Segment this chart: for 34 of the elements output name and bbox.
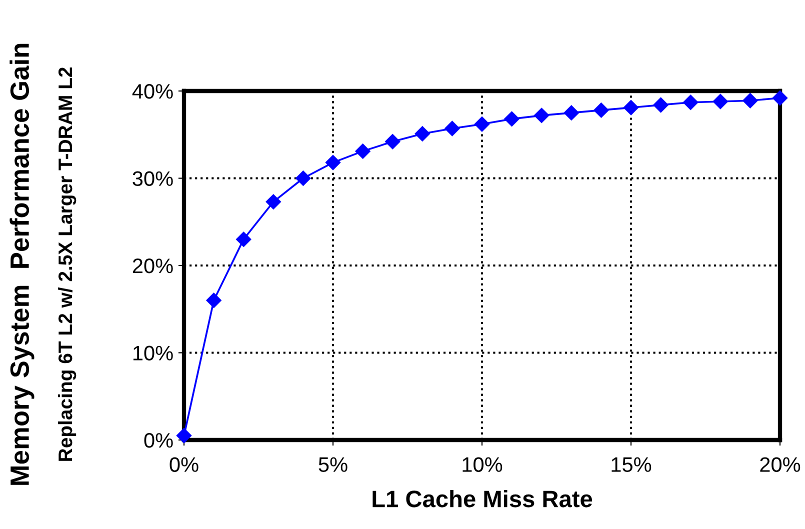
point bbox=[325, 154, 341, 170]
x-tick-label: 0% bbox=[170, 457, 198, 472]
point bbox=[594, 102, 609, 118]
point bbox=[534, 108, 550, 123]
point bbox=[742, 93, 758, 108]
point bbox=[564, 105, 579, 120]
y-tick-label: 30% bbox=[132, 171, 173, 186]
x-tick-label: 5% bbox=[318, 457, 348, 472]
x-axis-title: L1 Cache Miss Rate bbox=[372, 490, 592, 508]
point bbox=[712, 94, 728, 110]
point bbox=[623, 100, 639, 116]
point bbox=[414, 126, 430, 142]
point bbox=[772, 90, 788, 106]
point bbox=[444, 120, 460, 136]
point bbox=[474, 116, 490, 132]
point bbox=[176, 428, 192, 444]
point bbox=[236, 232, 252, 247]
y-tick-label: 20% bbox=[132, 258, 173, 274]
point bbox=[385, 134, 400, 150]
point bbox=[355, 144, 370, 159]
y-tick-label: 10% bbox=[133, 346, 173, 361]
point bbox=[504, 111, 520, 126]
x-tick-label: 15% bbox=[612, 457, 652, 472]
point bbox=[206, 292, 222, 308]
point bbox=[683, 94, 698, 110]
text: Replacing 6T L2 w/ 2.5X Larger T-DRAM L2 bbox=[58, 68, 76, 461]
point bbox=[296, 170, 311, 186]
x-tick-label: 20% bbox=[760, 457, 800, 472]
point bbox=[653, 97, 668, 113]
y-axis-title: Memory System Performance Gain bbox=[10, 44, 34, 485]
y-tick-label: 0% bbox=[144, 433, 173, 448]
point bbox=[266, 194, 281, 210]
y-tick-label: 40% bbox=[132, 84, 173, 99]
x-tick-label: 10% bbox=[462, 457, 502, 472]
